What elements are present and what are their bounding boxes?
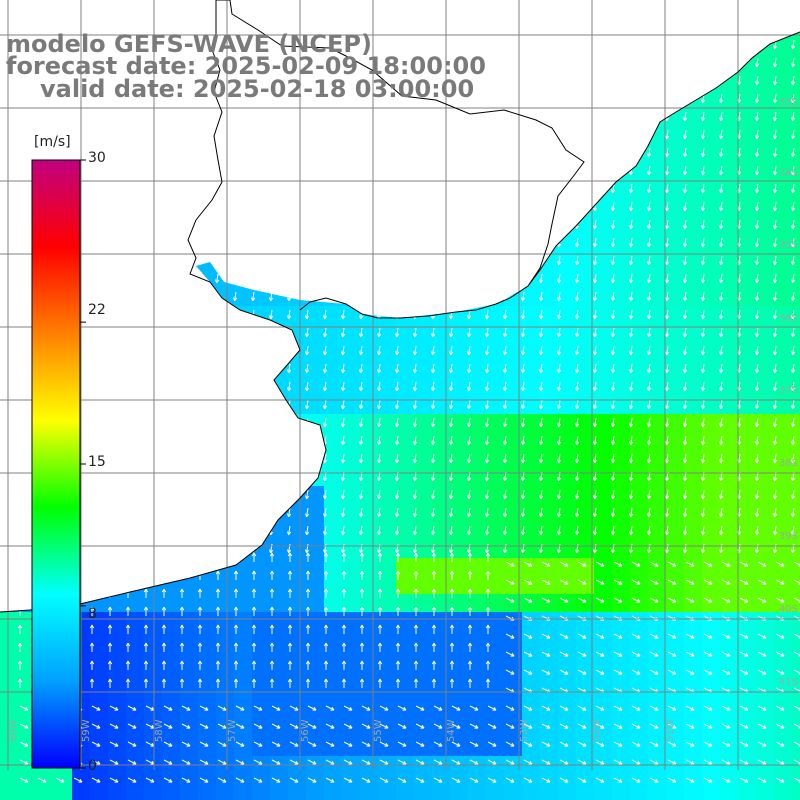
lat-label: 35S <box>778 240 798 251</box>
lat-lon-grid <box>0 0 800 770</box>
lon-label: 56W <box>300 719 311 742</box>
colorbar-tick-22: 22 <box>88 302 106 318</box>
lon-label: 60W <box>8 719 19 742</box>
colorbar-tick-15: 15 <box>88 454 106 470</box>
lon-label: 57W <box>227 719 238 742</box>
colorbar-tick-30: 30 <box>88 150 106 166</box>
lon-label: 53W <box>519 719 530 742</box>
lon-label: 54W <box>446 719 457 742</box>
lat-label: 39S <box>778 531 798 542</box>
lon-label: 58W <box>154 719 165 742</box>
lat-label: 36S <box>778 313 798 324</box>
colorbar-unit: [m/s] <box>34 134 71 150</box>
lon-label: 51W <box>665 719 676 742</box>
colorbar-tick-0: 0 <box>88 758 97 774</box>
lat-label: 41S <box>778 677 798 688</box>
coastline <box>0 0 800 613</box>
colorbar-ticks <box>80 159 86 769</box>
lon-label: 52W <box>592 719 603 742</box>
lat-label: 37S <box>778 385 798 396</box>
lon-label: 59W <box>81 719 92 742</box>
title-valid-date: valid date: 2025-02-18 03:00:00 <box>40 75 475 103</box>
lon-label: 55W <box>373 719 384 742</box>
lat-label: 38S <box>778 458 798 469</box>
colorbar <box>31 159 81 769</box>
lat-label: 33S <box>778 97 798 108</box>
lat-label: 34S <box>778 168 798 179</box>
colorbar-tick-8: 8 <box>88 606 97 622</box>
title-forecast-date: forecast date: 2025-02-09 18:00:00 <box>6 52 486 80</box>
title-model: modelo GEFS-WAVE (NCEP) <box>6 30 372 58</box>
lat-label: 40S <box>778 604 798 615</box>
